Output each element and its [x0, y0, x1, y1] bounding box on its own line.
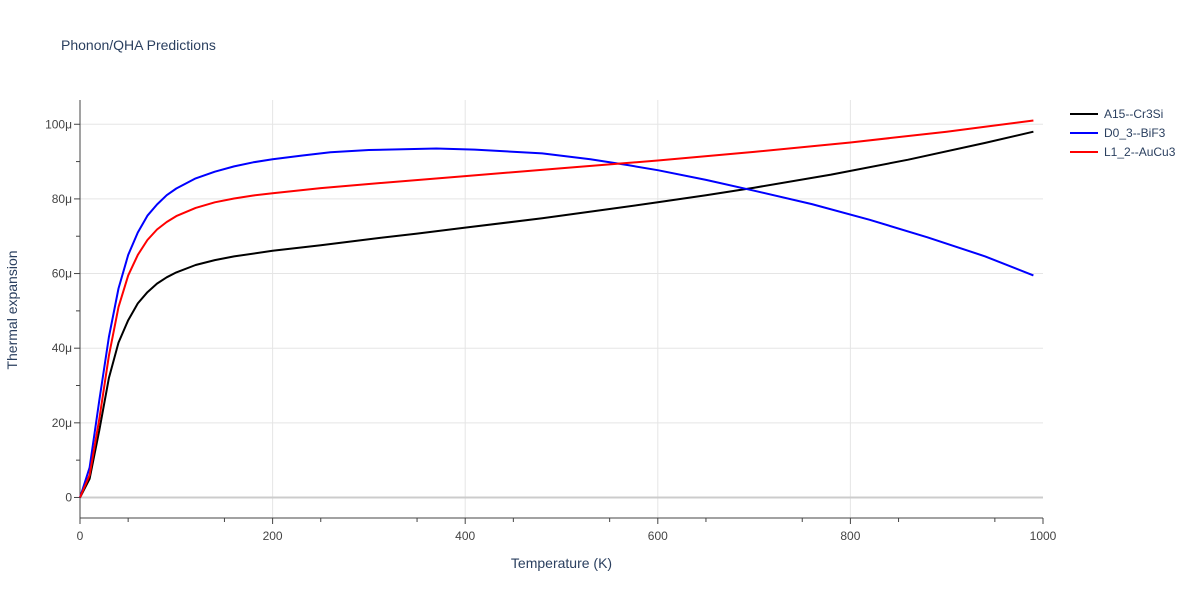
legend-item[interactable]: A15--Cr3Si: [1070, 107, 1163, 121]
x-tick-label: 1000: [1030, 529, 1057, 543]
y-axis-title: Thermal expansion: [4, 250, 20, 369]
x-tick-label: 600: [648, 529, 668, 543]
x-tick-label: 800: [840, 529, 860, 543]
grid: [80, 100, 1043, 518]
series-line-A15--Cr3Si: [79, 130, 1034, 498]
y-tick-label: 40μ: [52, 341, 72, 355]
y-tick-label: 80μ: [52, 192, 72, 206]
x-tick-label: 0: [77, 529, 84, 543]
legend-label: A15--Cr3Si: [1104, 107, 1163, 121]
legend-item[interactable]: L1_2--AuCu3: [1070, 145, 1176, 159]
y-tick-label: 20μ: [52, 416, 72, 430]
legend-label: L1_2--AuCu3: [1104, 145, 1176, 159]
y-tick-label: 0: [65, 490, 72, 504]
x-tick-label: 400: [455, 529, 475, 543]
legend[interactable]: A15--Cr3Si D0_3--BiF3 L1_2--AuCu3: [1070, 107, 1176, 159]
x-axis-title: Temperature (K): [511, 555, 612, 571]
legend-item[interactable]: D0_3--BiF3: [1070, 126, 1166, 140]
axes: [74, 100, 1044, 524]
legend-label: D0_3--BiF3: [1104, 126, 1166, 140]
plot-area: [79, 119, 1034, 498]
series-line-L1_2--AuCu3: [79, 119, 1034, 498]
y-tick-label: 100μ: [45, 117, 72, 131]
series-line-D0_3--BiF3: [79, 147, 1034, 498]
tick-labels: 0 200 400 600 800 1000 0 20μ 40μ 60μ 80μ 100μ: [45, 117, 1057, 543]
x-tick-label: 200: [263, 529, 283, 543]
chart-title: Phonon/QHA Predictions: [61, 37, 216, 53]
y-tick-label: 60μ: [52, 267, 72, 281]
